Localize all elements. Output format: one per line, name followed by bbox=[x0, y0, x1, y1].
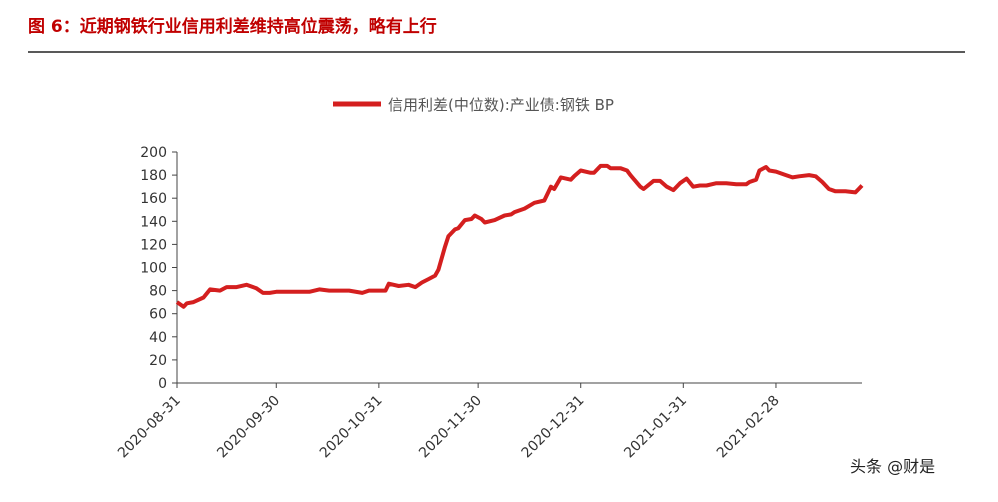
y-tick-label: 120 bbox=[140, 237, 167, 253]
x-tick-label: 2020-10-31 bbox=[317, 393, 386, 462]
y-tick-label: 80 bbox=[149, 284, 167, 300]
series-line bbox=[175, 163, 864, 309]
watermark: 头条 @财是 bbox=[850, 457, 935, 476]
y-tick-label: 200 bbox=[140, 145, 167, 161]
legend-label: 信用利差(中位数):产业债:钢铁 BP bbox=[388, 96, 614, 114]
x-tick-label: 2020-11-30 bbox=[416, 393, 485, 462]
x-tick-label: 2020-08-31 bbox=[115, 393, 184, 462]
y-tick-label: 160 bbox=[140, 191, 167, 207]
chart-title: 图 6：近期钢铁行业信用利差维持高位震荡，略有上行 bbox=[28, 16, 437, 37]
x-tick-label: 2021-01-31 bbox=[621, 393, 690, 462]
y-tick-label: 60 bbox=[149, 307, 167, 323]
y-tick-label: 0 bbox=[158, 376, 167, 392]
y-tick-label: 40 bbox=[149, 330, 167, 346]
y-tick-label: 180 bbox=[140, 168, 167, 184]
y-tick-label: 100 bbox=[140, 261, 167, 277]
x-tick-label: 2020-09-30 bbox=[214, 393, 283, 462]
y-tick-label: 140 bbox=[140, 214, 167, 230]
y-tick-label: 20 bbox=[149, 353, 167, 369]
x-tick-label: 2020-12-31 bbox=[519, 393, 588, 462]
x-tick-label: 2021-02-28 bbox=[714, 393, 783, 462]
